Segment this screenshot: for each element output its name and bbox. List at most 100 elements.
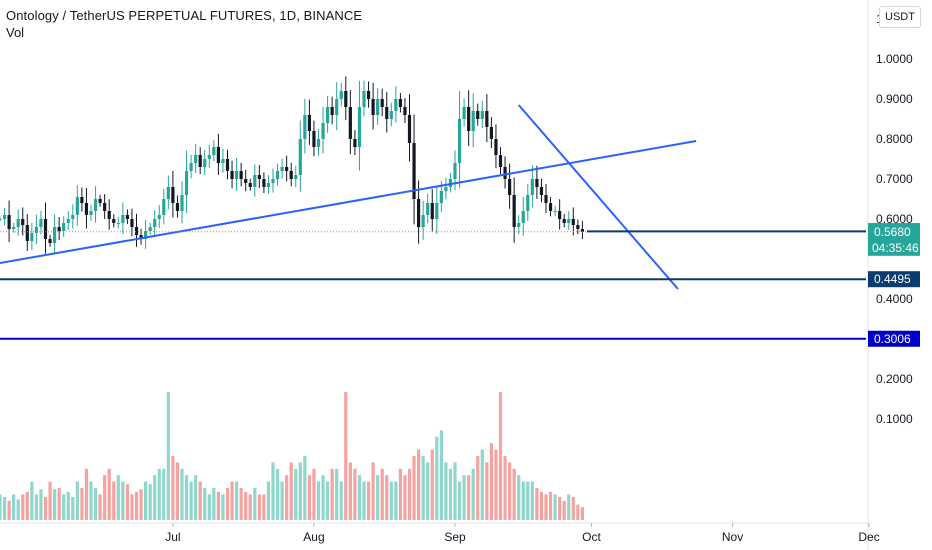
drawings[interactable]: [0, 104, 866, 340]
candle: [335, 82, 339, 131]
candle: [326, 95, 330, 133]
volume-bar: [39, 489, 43, 520]
candle-body: [298, 139, 302, 175]
candle: [125, 209, 129, 225]
candle: [30, 222, 34, 251]
candle-body: [380, 99, 384, 107]
candle-body: [362, 91, 366, 107]
candle: [403, 98, 407, 123]
volume-bar: [303, 456, 307, 520]
currency-button[interactable]: USDT: [879, 6, 921, 28]
candle: [71, 204, 75, 229]
candle: [248, 178, 252, 191]
candle-body: [344, 91, 348, 107]
candle: [253, 164, 257, 197]
volume-bar: [326, 481, 330, 520]
candle: [21, 207, 25, 236]
candle-body: [216, 147, 220, 163]
volume-bar: [257, 494, 261, 520]
volume-bar: [467, 475, 471, 520]
volume-bar: [508, 462, 512, 520]
volume-bar: [530, 481, 534, 520]
candle: [430, 189, 434, 232]
candle-body: [71, 215, 75, 219]
candle-body: [307, 115, 311, 131]
volume-bar: [203, 488, 207, 520]
candle-body: [366, 91, 371, 99]
candle: [476, 103, 480, 126]
candle: [103, 194, 107, 219]
candle-body: [489, 127, 493, 139]
time-tick-label: Sep: [444, 530, 466, 544]
volume-bar: [426, 462, 430, 520]
candle-body: [235, 171, 239, 179]
candle: [330, 96, 334, 125]
volume-bar: [225, 488, 230, 520]
candle: [62, 216, 66, 238]
candle-body: [43, 219, 48, 239]
candle-body: [330, 107, 334, 115]
volume-bar: [275, 468, 280, 520]
last-price-value: 0.5680: [874, 225, 911, 239]
candle-body: [508, 179, 512, 195]
candle-body: [84, 203, 89, 215]
volume-bar: [175, 462, 180, 520]
volume-bar: [439, 430, 443, 520]
candle-body: [444, 187, 448, 191]
volume-label[interactable]: Vol: [6, 25, 25, 40]
candle: [348, 90, 352, 155]
candle-body: [571, 219, 575, 225]
volume-bar: [462, 475, 466, 520]
candle-body: [389, 111, 393, 119]
candle: [535, 165, 539, 199]
price-tick-label: 0.4000: [876, 292, 913, 306]
volume-bar: [512, 468, 516, 520]
candle-body: [89, 211, 93, 215]
symbol-title[interactable]: Ontology / TetherUS PERPETUAL FUTURES, 1…: [6, 8, 363, 23]
candle-body: [576, 225, 580, 229]
volume-bar: [339, 481, 343, 520]
candle: [417, 180, 421, 244]
candle: [244, 169, 248, 192]
candle: [148, 222, 152, 235]
time-tick-label: Dec: [858, 530, 879, 544]
candle: [121, 202, 125, 235]
candle-body: [471, 111, 475, 131]
time-tick-label: Aug: [303, 530, 324, 544]
volume-bar: [526, 481, 530, 520]
candle: [53, 214, 57, 255]
volume-bar: [567, 494, 571, 520]
candle: [289, 162, 293, 187]
volume-bar: [362, 481, 366, 520]
volume-bar: [580, 507, 584, 520]
candle: [521, 196, 525, 236]
candle: [571, 207, 575, 236]
candle-body: [412, 143, 416, 199]
candle-body: [194, 155, 198, 163]
candles: [0, 76, 584, 255]
candle-body: [0, 219, 2, 220]
candle-body: [166, 187, 170, 199]
volume-bar: [485, 462, 489, 520]
volume-bar: [430, 449, 434, 520]
candle: [489, 117, 493, 148]
candle: [198, 147, 202, 175]
volume-bar: [521, 481, 525, 520]
candle: [517, 215, 521, 235]
volume-bar: [517, 475, 521, 520]
volume-bar: [34, 494, 38, 520]
candle-body: [316, 139, 321, 147]
candle-body: [221, 159, 225, 163]
volume-bar: [212, 488, 216, 520]
candle-body: [62, 223, 66, 231]
volume-bar: [498, 392, 503, 520]
candle: [162, 188, 166, 225]
time-tick-label: Jul: [165, 530, 180, 544]
candle: [116, 217, 120, 229]
candle: [80, 187, 84, 212]
volume-bar: [553, 494, 557, 520]
candle: [303, 98, 307, 154]
volume-bar: [253, 488, 257, 520]
